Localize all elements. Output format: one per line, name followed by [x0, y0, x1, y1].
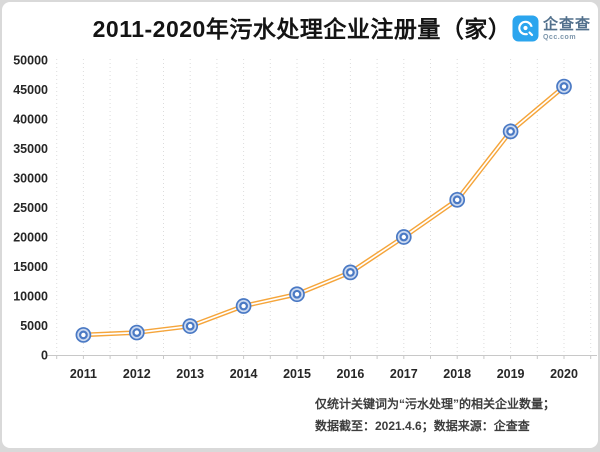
chart-footnote: 仅统计关键词为“污水处理”的相关企业数量； 数据截至：2021.4.6；数据来源…	[315, 393, 555, 437]
y-axis-tick-label: 0	[41, 349, 48, 363]
y-axis-tick-label: 35000	[13, 142, 48, 156]
data-point-marker	[289, 286, 305, 303]
x-axis-tick-label: 2015	[283, 367, 311, 381]
x-axis-tick-label: 2016	[336, 367, 364, 381]
x-axis-tick-label: 2011	[70, 367, 97, 381]
chart-title: 2011-2020年污水处理企业注册量（家）	[92, 16, 512, 42]
data-point-marker	[128, 324, 145, 341]
y-axis-tick-label: 5000	[20, 319, 48, 333]
logo-name: 企查查	[542, 15, 591, 33]
data-point-marker	[449, 191, 466, 208]
data-point-marker	[556, 78, 572, 95]
qichacha-logo: 企查查 Qcc.com	[512, 15, 591, 42]
y-axis-tick-label: 40000	[13, 113, 48, 127]
y-axis-tick-label: 45000	[13, 83, 48, 97]
footnote-line2: 数据截至：2021.4.6；数据来源：企查查	[315, 419, 530, 433]
y-axis-tick-label: 50000	[13, 54, 48, 68]
qichacha-logo-icon	[512, 15, 539, 42]
logo-domain: Qcc.com	[542, 33, 577, 41]
y-axis-tick-label: 20000	[13, 231, 48, 245]
x-axis-tick-label: 2013	[176, 367, 204, 381]
y-axis-tick-label: 10000	[13, 290, 48, 304]
footnote-line1: 仅统计关键词为“污水处理”的相关企业数量；	[315, 397, 556, 411]
y-axis-tick-label: 15000	[13, 260, 48, 274]
qichacha-logo-text: 企查查 Qcc.com	[543, 17, 591, 41]
data-point-marker	[235, 298, 252, 314]
data-point-marker	[502, 123, 519, 140]
x-axis-tick-label: 2014	[230, 367, 258, 381]
x-axis-tick-label: 2019	[497, 367, 525, 381]
x-axis-tick-label: 2012	[123, 367, 151, 381]
x-axis-tick-label: 2017	[390, 367, 418, 381]
data-point-marker	[395, 229, 412, 245]
x-axis-tick-label: 2018	[443, 367, 471, 381]
data-point-marker	[342, 264, 359, 281]
data-point-marker	[182, 318, 199, 334]
x-axis-tick-label: 2020	[550, 367, 578, 381]
data-point-marker	[75, 327, 92, 343]
y-axis-tick-label: 30000	[13, 172, 48, 186]
y-axis-tick-label: 25000	[13, 201, 48, 215]
